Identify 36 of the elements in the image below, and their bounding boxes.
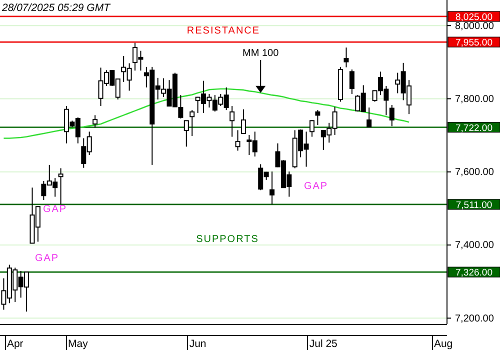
x-tick-label: May	[68, 338, 89, 350]
candlestick	[349, 68, 354, 94]
candlestick	[240, 108, 246, 134]
candlestick	[344, 47, 349, 68]
candlestick	[190, 110, 195, 137]
y-tick-label: 7,800.00	[455, 94, 494, 105]
x-tick-label: Aug	[434, 338, 453, 350]
candlestick	[389, 104, 394, 127]
candlestick	[58, 168, 64, 205]
chart-title: 28/07/2025 05:29 GMT	[1, 2, 112, 14]
text: MM 100	[242, 48, 280, 59]
candlestick	[92, 114, 98, 128]
x-tick-label: Jul 25	[309, 338, 338, 350]
y-tick-label: 7,200.00	[455, 313, 494, 324]
y-tick-label: 7,400.00	[455, 240, 494, 252]
candlestick	[366, 107, 372, 128]
annotation: GAP	[34, 253, 60, 264]
candlestick	[230, 106, 235, 138]
ref-line-label: 8,025.00	[456, 12, 492, 23]
ref-line-label: 7,722.00	[456, 122, 492, 134]
y-tick-label: 7,600.00	[455, 167, 494, 178]
annotation: SUPPORTS	[196, 234, 259, 246]
candlestick	[270, 171, 275, 205]
x-tick-label: Jun	[189, 338, 206, 350]
y-tick-label: 8,000.00	[455, 20, 494, 32]
ref-line-label: 7,511.00	[456, 200, 492, 211]
candlestick	[315, 110, 320, 126]
candlestick	[309, 119, 314, 138]
ref-line-label: 7,326.00	[456, 268, 492, 279]
annotation: RESISTANCE	[186, 25, 260, 36]
x-tick-label: Apr	[6, 338, 24, 350]
annotation: GAP	[42, 204, 68, 215]
annotation: GAP	[304, 181, 328, 192]
ref-line-label: 7,955.00	[456, 38, 492, 49]
candlestick	[184, 120, 189, 148]
candlestick	[235, 130, 240, 152]
